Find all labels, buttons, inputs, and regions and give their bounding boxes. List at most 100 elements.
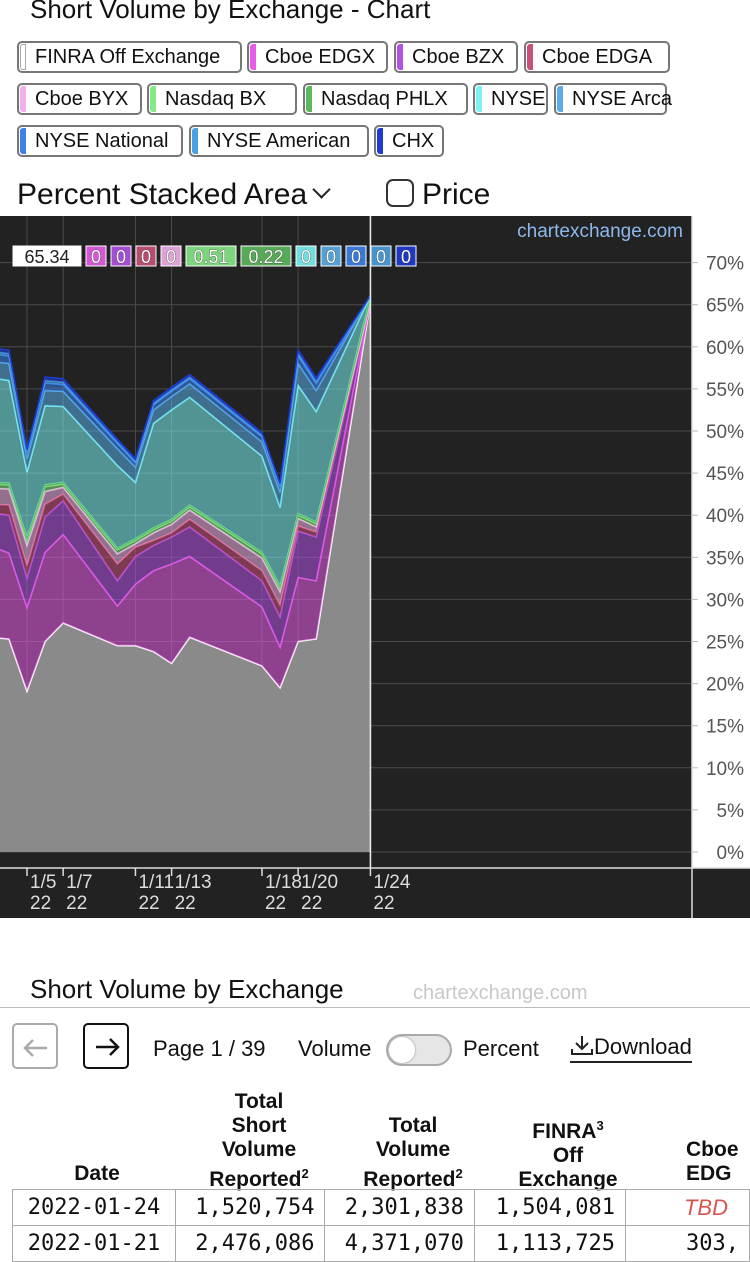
legend-item[interactable]: Nasdaq PHLX bbox=[303, 83, 468, 115]
hover-value-label: 0 bbox=[85, 245, 107, 267]
prev-page-button[interactable] bbox=[12, 1023, 58, 1069]
legend-swatch bbox=[20, 86, 26, 112]
area-series-1 bbox=[0, 301, 371, 852]
download-icon bbox=[571, 1036, 593, 1055]
hover-value-label: 0 bbox=[320, 245, 342, 267]
y-tick-label: 10% bbox=[706, 759, 744, 780]
table-header-line: Total bbox=[388, 1114, 438, 1137]
hover-value-text: 0 bbox=[166, 247, 176, 267]
table-header-line: FINRA bbox=[532, 1120, 597, 1143]
hover-value-label: 0 bbox=[395, 245, 417, 267]
area-line-series-12 bbox=[0, 295, 372, 484]
table-header[interactable]: Cboe EDG bbox=[646, 1138, 750, 1186]
y-tick-label: 20% bbox=[706, 675, 744, 696]
price-checkbox[interactable] bbox=[386, 179, 414, 207]
legend-swatch bbox=[20, 44, 26, 70]
percent-stacked-area-chart[interactable]: 0% 5% 10% 15% 20% 25% 30% 35% 40% 45% 50% 55% 60% 65%… bbox=[0, 216, 750, 918]
percent-label: Percent bbox=[463, 1036, 539, 1061]
legend-label: Nasdaq PHLX bbox=[321, 88, 448, 110]
value-cell: 2,476,086 bbox=[175, 1225, 326, 1262]
table-header-line: Reported bbox=[363, 1168, 456, 1191]
table-header-line: Date bbox=[74, 1162, 120, 1185]
hover-value-text: 0.22 bbox=[248, 247, 283, 267]
table-header[interactable]: Total Volume Reported2 bbox=[336, 1114, 490, 1192]
legend-swatch bbox=[397, 44, 403, 70]
x-tick-label: 1/18 bbox=[265, 872, 302, 893]
table-header[interactable]: Total Short Volume Reported2 bbox=[182, 1090, 336, 1192]
legend-item[interactable]: FINRA Off Exchange bbox=[17, 41, 242, 73]
volume-percent-toggle[interactable] bbox=[386, 1034, 452, 1066]
hover-value-label: 0 bbox=[135, 245, 157, 267]
table-header-line: Total bbox=[234, 1090, 284, 1113]
legend-item[interactable]: NYSE American bbox=[189, 125, 369, 157]
hover-value-label: 0 bbox=[160, 245, 182, 267]
table-watermark: chartexchange.com bbox=[413, 982, 588, 1004]
x-tick-sublabel: 22 bbox=[138, 893, 159, 914]
table-header[interactable]: Date bbox=[12, 1162, 182, 1186]
x-tick-sublabel: 22 bbox=[30, 893, 51, 914]
hover-value-text: 0.51 bbox=[193, 247, 228, 267]
page-title: Short Volume by Exchange - Chart bbox=[30, 0, 431, 24]
hover-value-text: 65.34 bbox=[24, 247, 69, 267]
table-header[interactable]: FINRA3 Off Exchange bbox=[490, 1114, 646, 1192]
page-indicator: Page 1 / 39 bbox=[153, 1036, 266, 1061]
x-tick-sublabel: 22 bbox=[265, 893, 286, 914]
table-header-line: Reported bbox=[209, 1168, 302, 1191]
volume-label: Volume bbox=[298, 1036, 372, 1061]
x-tick-sublabel: 22 bbox=[373, 893, 394, 914]
table-header-line: Short bbox=[231, 1114, 287, 1137]
legend-label: Cboe EDGX bbox=[265, 46, 376, 68]
legend-item[interactable]: Cboe BYX bbox=[17, 83, 142, 115]
area-line-series-5 bbox=[0, 301, 372, 595]
legend-swatch bbox=[306, 86, 312, 112]
legend-label: Cboe BYX bbox=[35, 88, 129, 110]
legend-item[interactable]: CHX bbox=[374, 125, 444, 157]
legend-item[interactable]: Cboe EDGX bbox=[247, 41, 388, 73]
value-cell: 4,371,070 bbox=[324, 1225, 475, 1262]
legend-label: NYSE Arca bbox=[572, 88, 673, 110]
area-series-4 bbox=[0, 301, 371, 618]
hover-value-text: 0 bbox=[91, 247, 101, 267]
legend-label: NYSE National bbox=[35, 130, 169, 152]
download-button[interactable]: Download bbox=[570, 1034, 692, 1063]
value-cell: 2,301,838 bbox=[324, 1189, 475, 1226]
legend-item[interactable]: Nasdaq BX bbox=[147, 83, 297, 115]
legend-item[interactable]: Cboe BZX bbox=[394, 41, 518, 73]
legend-item[interactable]: NYSE National bbox=[17, 125, 183, 157]
legend-item[interactable]: NYSE bbox=[473, 83, 548, 115]
area-line-series-7 bbox=[0, 295, 372, 589]
next-page-button[interactable] bbox=[83, 1023, 129, 1069]
area-line-series-9 bbox=[0, 295, 372, 493]
legend-item[interactable]: NYSE Arca bbox=[554, 83, 672, 115]
value-cell: 303, bbox=[624, 1225, 750, 1262]
hover-value-text: 0 bbox=[116, 247, 126, 267]
table-header-line: Volume bbox=[221, 1138, 297, 1161]
hover-value-text: 0 bbox=[351, 247, 361, 267]
legend-swatch bbox=[192, 128, 198, 154]
table-header-footnote: 3 bbox=[596, 1118, 604, 1133]
area-series-5 bbox=[0, 301, 371, 606]
x-tick-sublabel: 22 bbox=[301, 893, 322, 914]
x-tick-sublabel: 22 bbox=[66, 893, 87, 914]
y-tick-label: 60% bbox=[706, 338, 744, 359]
hover-value-text: 0 bbox=[326, 247, 336, 267]
hover-value-label: 65.34 bbox=[12, 245, 82, 267]
x-tick-label: 1/5 bbox=[30, 872, 56, 893]
y-tick-label: 30% bbox=[706, 590, 744, 611]
y-tick-label: 50% bbox=[706, 422, 744, 443]
y-tick-label: 25% bbox=[706, 633, 744, 654]
legend-label: NYSE American bbox=[207, 130, 351, 152]
legend-swatch bbox=[476, 86, 482, 112]
chart-type-select[interactable]: Percent Stacked Area bbox=[17, 178, 331, 212]
y-tick-label: 5% bbox=[717, 801, 745, 822]
legend-label: Cboe EDGA bbox=[542, 46, 653, 68]
y-tick-label: 35% bbox=[706, 548, 744, 569]
y-tick-label: 0% bbox=[717, 843, 745, 864]
table-header-line-wrap: Reported2 bbox=[182, 1162, 336, 1192]
value-cell: 1,113,725 bbox=[473, 1225, 626, 1262]
hover-value-text: 0 bbox=[141, 247, 151, 267]
table-header-footnote: 2 bbox=[301, 1166, 309, 1181]
legend-item[interactable]: Cboe EDGA bbox=[524, 41, 670, 73]
table-header-line: Volume bbox=[375, 1138, 451, 1161]
x-tick-sublabel: 22 bbox=[175, 893, 196, 914]
